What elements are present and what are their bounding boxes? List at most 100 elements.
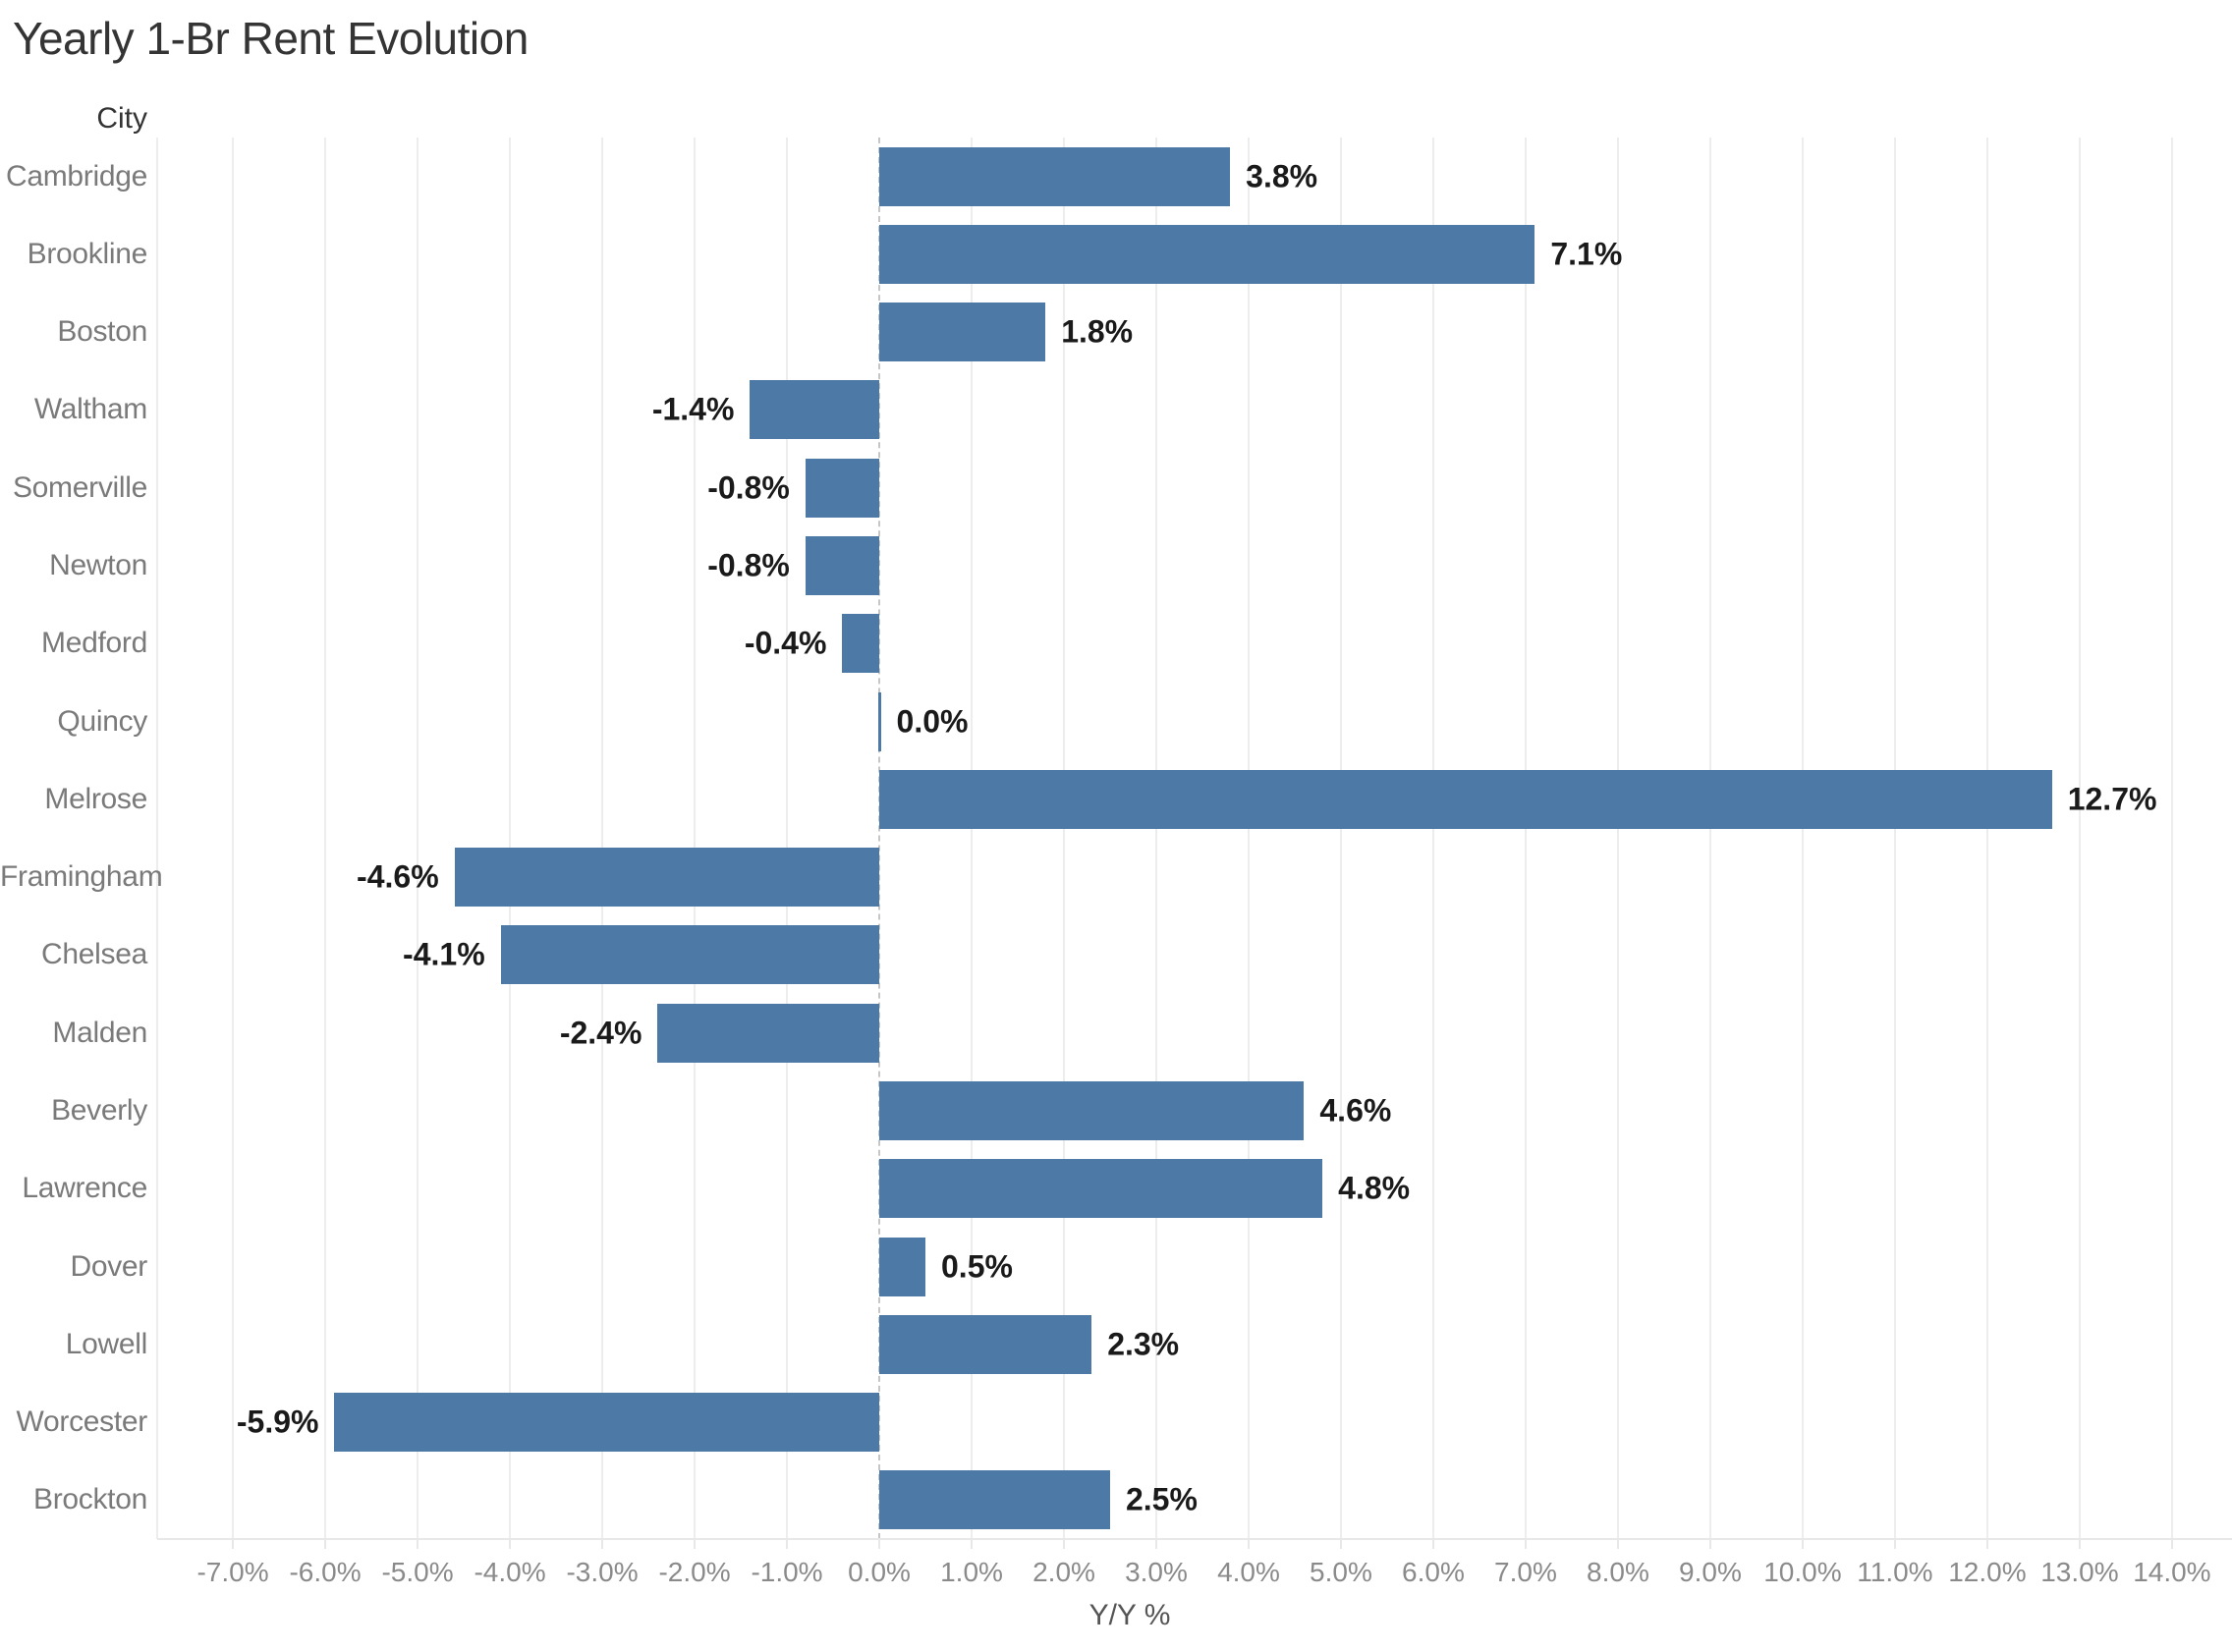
x-axis-line: [157, 1538, 2232, 1540]
x-gridline: [1247, 138, 1250, 1539]
value-label: 7.1%: [1550, 236, 1623, 272]
row-label-dover: Dover: [70, 1249, 147, 1283]
row-label-medford: Medford: [41, 627, 147, 660]
bar-melrose[interactable]: [879, 769, 2052, 829]
bar-malden[interactable]: [657, 1003, 879, 1063]
value-label: 4.8%: [1338, 1170, 1411, 1206]
bar-chelsea[interactable]: [500, 925, 879, 985]
x-tick: [324, 1539, 327, 1549]
bar-newton[interactable]: [805, 536, 879, 596]
x-tick: [1708, 1539, 1711, 1549]
x-gridline: [1801, 138, 1804, 1539]
value-label: 0.5%: [941, 1248, 1013, 1285]
x-gridline: [324, 138, 327, 1539]
value-label: 4.6%: [1319, 1092, 1392, 1129]
x-tick: [878, 1539, 881, 1549]
bar-framingham[interactable]: [454, 848, 879, 908]
bar-worcester[interactable]: [334, 1393, 879, 1453]
row-label-waltham: Waltham: [33, 393, 147, 426]
x-tick: [1247, 1539, 1250, 1549]
bar-brockton[interactable]: [879, 1470, 1110, 1530]
row-label-somerville: Somerville: [12, 470, 147, 504]
value-label: -1.4%: [651, 391, 735, 427]
x-tick: [2078, 1539, 2081, 1549]
x-tick: [509, 1539, 512, 1549]
x-tick: [232, 1539, 235, 1549]
x-gridline: [694, 138, 697, 1539]
x-tick-label: 2.0%: [1032, 1557, 1095, 1587]
bar-somerville[interactable]: [805, 458, 879, 518]
x-gridline: [601, 138, 604, 1539]
row-label-worcester: Worcester: [16, 1405, 148, 1439]
value-label: -5.9%: [236, 1404, 319, 1440]
x-gridline: [417, 138, 419, 1539]
bar-medford[interactable]: [842, 614, 879, 674]
x-tick-label: -5.0%: [381, 1557, 454, 1587]
x-tick-label: -3.0%: [566, 1557, 639, 1587]
row-label-melrose: Melrose: [44, 782, 147, 815]
x-tick-label: -6.0%: [289, 1557, 362, 1587]
row-label-chelsea: Chelsea: [41, 938, 147, 971]
column-header-city: City: [96, 102, 147, 135]
bar-lowell[interactable]: [879, 1314, 1092, 1374]
x-tick-label: -1.0%: [751, 1557, 823, 1587]
row-label-newton: Newton: [49, 549, 147, 582]
bar-brookline[interactable]: [879, 224, 1535, 284]
x-tick-label: 14.0%: [2133, 1557, 2211, 1587]
x-tick-label: 13.0%: [2040, 1557, 2119, 1587]
x-gridline: [509, 138, 512, 1539]
bar-quincy[interactable]: [877, 691, 881, 751]
x-gridline: [2078, 138, 2081, 1539]
row-label-cambridge: Cambridge: [5, 159, 147, 193]
x-tick: [1431, 1539, 1434, 1549]
row-label-framingham: Framingham: [0, 860, 163, 894]
x-gridline: [1708, 138, 1711, 1539]
x-tick-label: 1.0%: [940, 1557, 1003, 1587]
x-tick-label: 0.0%: [848, 1557, 911, 1587]
bar-cambridge[interactable]: [879, 146, 1231, 206]
value-label: 2.5%: [1125, 1481, 1198, 1517]
value-label: 2.3%: [1107, 1326, 1180, 1362]
row-label-beverly: Beverly: [51, 1093, 147, 1127]
bar-beverly[interactable]: [879, 1080, 1305, 1140]
x-tick: [1616, 1539, 1619, 1549]
x-tick: [786, 1539, 789, 1549]
bar-boston[interactable]: [879, 303, 1046, 362]
value-label: 12.7%: [2067, 781, 2157, 817]
row-label-quincy: Quincy: [57, 704, 147, 738]
x-tick: [1801, 1539, 1804, 1549]
row-label-brookline: Brookline: [27, 237, 148, 270]
x-tick: [1524, 1539, 1527, 1549]
x-gridline: [1893, 138, 1896, 1539]
x-tick-label: 6.0%: [1402, 1557, 1465, 1587]
x-tick-label: -7.0%: [196, 1557, 269, 1587]
x-tick: [1339, 1539, 1342, 1549]
x-gridline: [1339, 138, 1342, 1539]
row-label-brockton: Brockton: [33, 1483, 147, 1516]
bar-lawrence[interactable]: [879, 1159, 1323, 1219]
x-gridline: [1063, 138, 1065, 1539]
x-gridline: [786, 138, 789, 1539]
value-label: -0.8%: [707, 547, 790, 583]
x-tick-label: 4.0%: [1217, 1557, 1280, 1587]
bar-waltham[interactable]: [750, 380, 879, 440]
page-title: Yearly 1-Br Rent Evolution: [13, 13, 529, 64]
x-tick: [1154, 1539, 1157, 1549]
x-gridline: [971, 138, 973, 1539]
x-gridline: [1154, 138, 1157, 1539]
x-tick: [417, 1539, 419, 1549]
x-tick-label: 3.0%: [1125, 1557, 1188, 1587]
x-tick-label: -2.0%: [658, 1557, 731, 1587]
value-label: -4.1%: [403, 936, 485, 972]
x-tick-label: 11.0%: [1857, 1557, 1933, 1587]
value-label: -4.6%: [357, 858, 439, 895]
value-label: -2.4%: [559, 1015, 642, 1051]
x-axis-title: Y/Y %: [1088, 1599, 1171, 1631]
x-tick-label: 9.0%: [1679, 1557, 1742, 1587]
x-gridline: [2170, 138, 2173, 1539]
zero-baseline: [878, 138, 881, 1539]
x-tick-label: 7.0%: [1494, 1557, 1557, 1587]
value-label: -0.8%: [707, 469, 790, 506]
bar-dover[interactable]: [879, 1237, 925, 1296]
